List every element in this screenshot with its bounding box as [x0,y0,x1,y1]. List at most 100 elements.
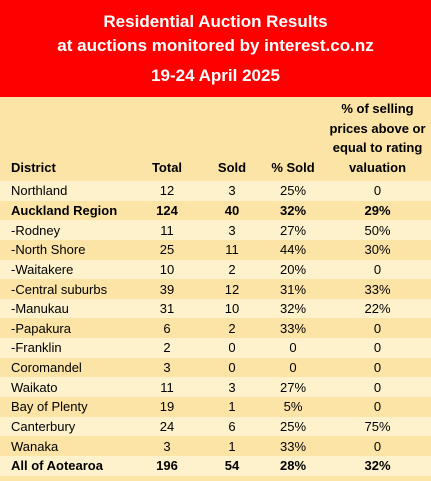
total-cell: 25 [132,239,202,260]
table-row: -Rodney 11 3 27% 50% [0,220,431,240]
above-valuation-cell: 0 [324,436,431,456]
above-valuation-cell: 32% [324,455,431,476]
table-body: Northland 12 3 25% 0 Auckland Region 124 40 32% 2… [0,181,431,476]
district-cell: All of Aotearoa [0,455,132,476]
sold-cell: 6 [202,416,262,437]
column-header-above-valuation: % of selling prices above or equal to ra… [324,97,431,181]
table-row: Bay of Plenty 19 1 5% 0 [0,397,431,417]
total-cell: 3 [132,436,202,456]
district-cell: -Rodney [0,220,132,240]
pct-sold-cell: 31% [262,279,324,299]
district-cell: -Franklin [0,338,132,358]
above-valuation-cell: 0 [324,397,431,417]
above-valuation-cell: 33% [324,279,431,299]
table-header: District Total Sold % Sold % of selling … [0,97,431,181]
pct-sold-cell: 5% [262,397,324,417]
above-valuation-cell: 30% [324,239,431,260]
sold-cell: 54 [202,455,262,476]
above-valuation-cell: 0 [324,318,431,339]
table-row: Wanaka 3 1 33% 0 [0,436,431,456]
sold-cell: 3 [202,377,262,398]
above-valuation-cell: 75% [324,416,431,437]
total-cell: 24 [132,416,202,437]
table-row: -Papakura 6 2 33% 0 [0,318,431,339]
table-row: -Central suburbs 39 12 31% 33% [0,279,431,299]
pct-sold-cell: 0 [262,338,324,358]
pct-sold-cell: 27% [262,377,324,398]
sold-cell: 3 [202,181,262,201]
results-table: District Total Sold % Sold % of selling … [0,97,431,476]
sold-cell: 2 [202,318,262,339]
above-valuation-cell: 0 [324,338,431,358]
total-cell: 39 [132,279,202,299]
sold-cell: 0 [202,357,262,378]
total-cell: 196 [132,455,202,476]
pct-sold-cell: 32% [262,200,324,221]
column-header-total: Total [132,97,202,181]
total-cell: 10 [132,259,202,280]
table-row: Canterbury 24 6 25% 75% [0,416,431,437]
above-valuation-cell: 0 [324,357,431,378]
district-cell: Wanaka [0,436,132,456]
table-row: -Waitakere 10 2 20% 0 [0,259,431,280]
sold-cell: 0 [202,338,262,358]
total-cell: 11 [132,220,202,240]
table-row: -North Shore 25 11 44% 30% [0,239,431,260]
sold-cell: 1 [202,397,262,417]
table-row: Northland 12 3 25% 0 [0,181,431,201]
total-cell: 3 [132,357,202,378]
table-row: Coromandel 3 0 0 0 [0,357,431,378]
pct-sold-cell: 25% [262,416,324,437]
district-cell: -Papakura [0,318,132,339]
total-cell: 12 [132,181,202,201]
sold-cell: 40 [202,200,262,221]
above-valuation-cell: 22% [324,298,431,319]
pct-sold-cell: 28% [262,455,324,476]
pct-sold-cell: 44% [262,239,324,260]
sold-cell: 12 [202,279,262,299]
pct-sold-cell: 20% [262,259,324,280]
pct-sold-cell: 32% [262,298,324,319]
pct-sold-cell: 27% [262,220,324,240]
table-row: -Franklin 2 0 0 0 [0,338,431,358]
title-line-2: at auctions monitored by interest.co.nz [57,36,374,55]
total-cell: 2 [132,338,202,358]
district-cell: Canterbury [0,416,132,437]
district-cell: Coromandel [0,357,132,378]
district-cell: Auckland Region [0,200,132,221]
column-header-sold: Sold [202,97,262,181]
sold-cell: 2 [202,259,262,280]
pct-sold-cell: 33% [262,436,324,456]
table-row: Waikato 11 3 27% 0 [0,377,431,398]
sold-cell: 11 [202,239,262,260]
table-row: -Manukau 31 10 32% 22% [0,298,431,319]
sold-cell: 10 [202,298,262,319]
district-cell: -Manukau [0,298,132,319]
district-cell: Waikato [0,377,132,398]
total-cell: 124 [132,200,202,221]
table-row: All of Aotearoa 196 54 28% 32% [0,455,431,476]
sold-cell: 3 [202,220,262,240]
above-valuation-cell: 0 [324,377,431,398]
title-line-1: Residential Auction Results [103,12,328,31]
above-valuation-cell: 0 [324,181,431,201]
pct-sold-cell: 25% [262,181,324,201]
date-range: 19-24 April 2025 [151,66,280,85]
above-valuation-cell: 29% [324,200,431,221]
pct-sold-cell: 33% [262,318,324,339]
column-header-district: District [0,97,132,181]
title-banner: Residential Auction Results at auctions … [0,0,431,97]
above-valuation-cell: 50% [324,220,431,240]
total-cell: 31 [132,298,202,319]
sold-cell: 1 [202,436,262,456]
district-cell: -Waitakere [0,259,132,280]
total-cell: 6 [132,318,202,339]
district-cell: -Central suburbs [0,279,132,299]
district-cell: Northland [0,181,132,201]
table-row: Auckland Region 124 40 32% 29% [0,200,431,221]
district-cell: -North Shore [0,239,132,260]
district-cell: Bay of Plenty [0,397,132,417]
total-cell: 19 [132,397,202,417]
above-valuation-cell: 0 [324,259,431,280]
